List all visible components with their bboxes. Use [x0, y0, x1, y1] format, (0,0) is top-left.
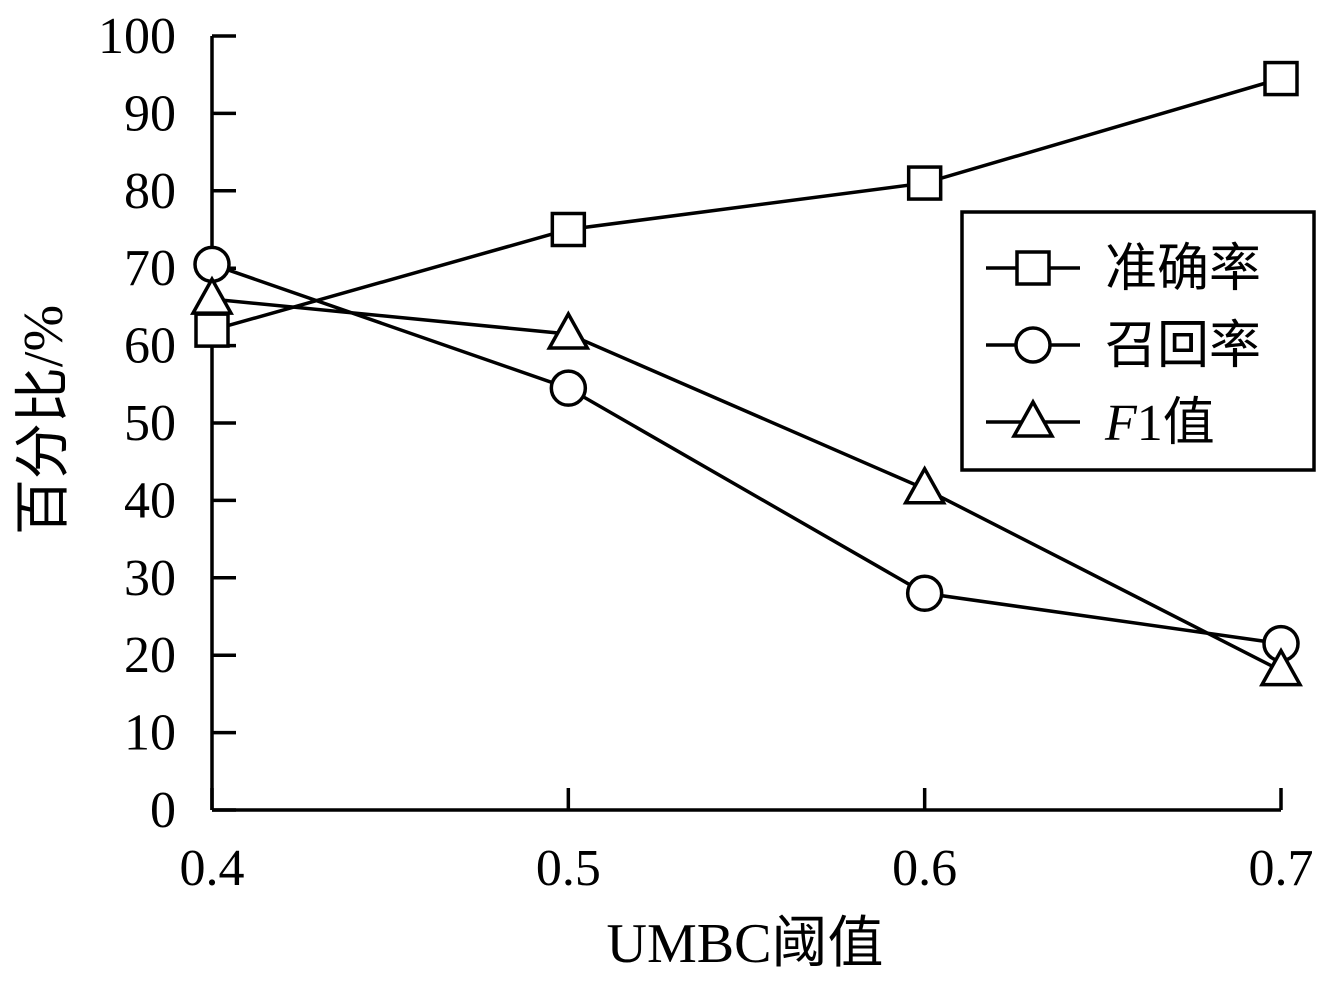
legend-label: 准确率 [1105, 241, 1261, 298]
y-tick-label: 0 [150, 782, 176, 839]
data-point-square [550, 211, 587, 248]
x-axis-title: UMBC阈值 [607, 913, 884, 975]
data-point-circle [549, 369, 588, 407]
x-tick-label: 0.5 [536, 840, 601, 897]
y-tick-label: 40 [124, 472, 176, 529]
y-tick-label: 10 [124, 705, 176, 762]
y-tick-label: 90 [124, 85, 176, 142]
data-point-triangle [190, 275, 234, 315]
data-point-triangle [546, 310, 591, 350]
y-tick-label: 70 [124, 240, 176, 297]
series-markers [190, 275, 1303, 687]
y-axis-title: 百分比/% [13, 305, 75, 535]
data-point-square [1263, 60, 1299, 97]
y-tick-label: 80 [124, 163, 176, 220]
data-point-triangle [902, 465, 947, 505]
y-tick-label: 60 [124, 318, 176, 375]
series-layer [190, 60, 1303, 687]
data-point-circle [905, 574, 944, 613]
series-line [211, 76, 1282, 332]
y-tick-label: 50 [124, 395, 176, 452]
data-point-square [194, 312, 230, 348]
legend-label: 召回率 [1105, 318, 1261, 375]
legend-square-icon [1015, 250, 1051, 286]
legend-item: F1值 [986, 395, 1215, 452]
x-tick-label: 0.7 [1249, 840, 1314, 897]
series-markers [193, 245, 1300, 663]
y-tick-label: 100 [98, 8, 176, 65]
y-axis-ticks: 0 10 20 30 40 50 60 70 80 90 100 [98, 8, 236, 839]
x-axis-ticks: 0.4 0.5 0.6 0.7 [180, 788, 1314, 897]
data-point-triangle [1259, 647, 1303, 687]
series-3 [190, 275, 1303, 687]
series-line [211, 297, 1282, 673]
x-tick-label: 0.4 [180, 840, 245, 897]
legend-item: 召回率 [986, 318, 1261, 375]
series-line [211, 262, 1282, 646]
series-2 [193, 245, 1300, 663]
legend-label: F1值 [1104, 395, 1215, 452]
x-tick-label: 0.6 [892, 840, 957, 897]
legend-circle-icon [1014, 326, 1052, 364]
y-tick-label: 30 [124, 550, 176, 607]
y-tick-label: 20 [124, 627, 176, 684]
legend-item: 准确率 [986, 241, 1261, 298]
data-point-square [906, 165, 943, 201]
legend-triangle-icon [1011, 398, 1055, 438]
